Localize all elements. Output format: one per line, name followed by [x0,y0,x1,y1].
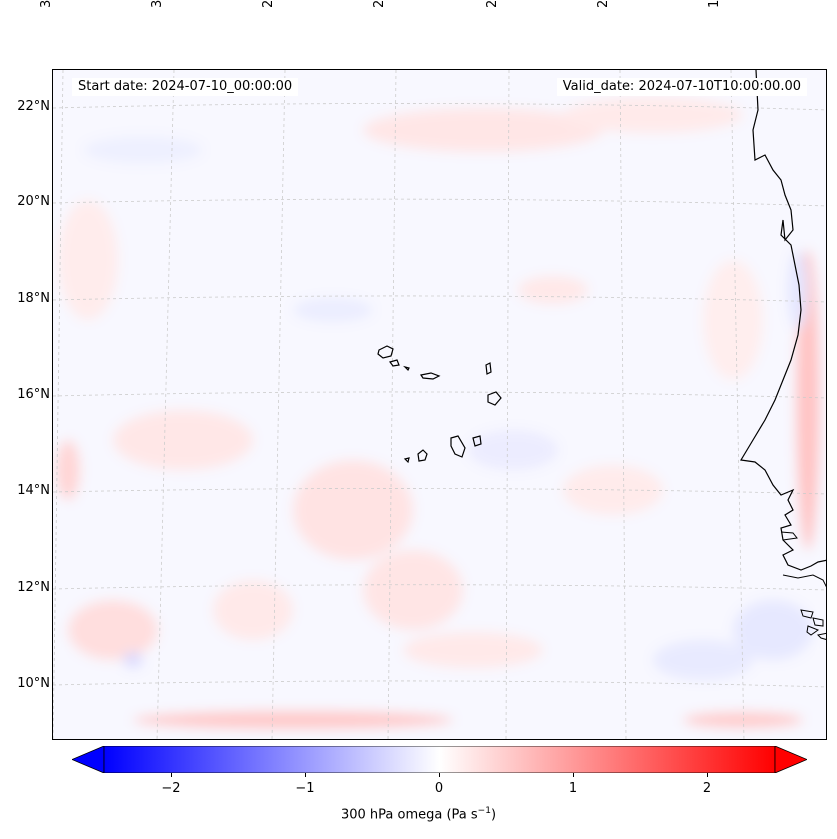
colorbar-gradient [103,746,776,773]
colorbar-tickmark [707,773,708,777]
island-boa-vista [487,391,502,406]
island-maio [472,435,482,447]
colorbar-tick-label: 0 [434,781,444,796]
omega-field [53,70,826,739]
island-santiago [450,435,466,458]
coastline-gambia [780,531,798,541]
island-santo-antao [377,345,394,359]
lat-label-18n: 18°N [17,291,50,306]
island-brava [403,457,410,464]
omega-field-map [53,70,826,739]
coastline-guinea-bissau [782,574,826,640]
start-date-label: Start date: 2024-07-10_00:00:00 [72,78,299,96]
island-sal [485,362,492,375]
colorbar-tick-label: −1 [295,781,315,796]
colorbar-label-exponent: −1 [477,806,491,816]
island-sao-nicolau [420,372,441,380]
colorbar-label: 300 hPa omega (Pa s−1) [0,806,837,822]
gridlines [53,70,826,739]
island-santa-luzia [403,365,410,372]
lat-label-16n: 16°N [17,387,50,402]
colorbar-tick-label: −2 [161,781,181,796]
colorbar-tick-label: 1 [568,781,578,796]
lat-label-22n: 22°N [17,99,50,114]
valid-date-label: Valid_date: 2024-07-10T10:00:00.00 [556,78,807,96]
lat-label-20n: 20°N [17,194,50,209]
colorbar-label-close: ) [490,807,497,823]
colorbar-tick-label: 2 [702,781,712,796]
colorbar-tickmark [171,773,172,777]
cape-verde-islands [377,345,502,464]
colorbar-tickmark [439,773,440,777]
colorbar [72,746,807,773]
island-fogo [417,449,428,462]
lat-label-10n: 10°N [17,676,50,691]
colorbar-tickmark [305,773,306,777]
lat-label-14n: 14°N [17,483,50,498]
lat-label-12n: 12°N [17,580,50,595]
coastline-west-africa [740,70,826,571]
colorbar-tickmark [573,773,574,777]
colorbar-max-extend [774,746,807,773]
map-panel[interactable] [52,69,827,740]
colorbar-label-text: 300 hPa omega (Pa s [340,807,478,823]
colorbar-min-extend [72,746,105,773]
island-sao-vicente [388,359,400,367]
